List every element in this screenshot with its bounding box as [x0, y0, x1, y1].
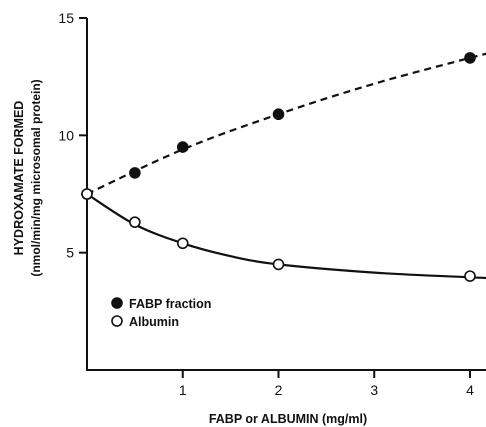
data-point-fabp-fraction-1 [129, 167, 141, 179]
y-axis-title: HYDROXAMATE FORMED [12, 101, 26, 256]
legend-marker-albumin [111, 315, 123, 327]
legend-label-albumin: Albumin [129, 315, 179, 329]
x-tick-label-1: 1 [179, 382, 187, 398]
x-tick-label-4: 4 [466, 382, 474, 398]
series-line-albumin [86, 193, 486, 280]
data-point-fabp-fraction-3 [272, 108, 285, 121]
x-tick-label-2: 2 [275, 382, 283, 398]
series-line-fabp-fraction [86, 52, 486, 195]
x-axis-title: FABP or ALBUMIN (mg/ml) [209, 412, 367, 426]
data-point-fabp-fraction-4 [464, 52, 476, 64]
y-tick-label-15: 15 [58, 10, 74, 26]
legend: FABP fraction Albumin [111, 297, 211, 329]
data-point-albumin-1 [129, 216, 141, 228]
y-axis-subtitle: (nmol/min/mg microsomal protein) [29, 79, 43, 276]
x-tick-label-3: 3 [370, 382, 378, 398]
legend-label-fabp: FABP fraction [129, 297, 211, 311]
data-point-albumin-2 [176, 237, 189, 250]
data-point-fabp-fraction-2 [176, 141, 189, 153]
data-point-albumin-3 [272, 258, 285, 271]
y-tick-label-5: 5 [66, 245, 74, 261]
data-point-albumin-0 [81, 188, 93, 200]
data-point-albumin-4 [464, 270, 476, 282]
y-tick-label-10: 10 [58, 127, 74, 143]
legend-marker-fabp [111, 297, 123, 309]
